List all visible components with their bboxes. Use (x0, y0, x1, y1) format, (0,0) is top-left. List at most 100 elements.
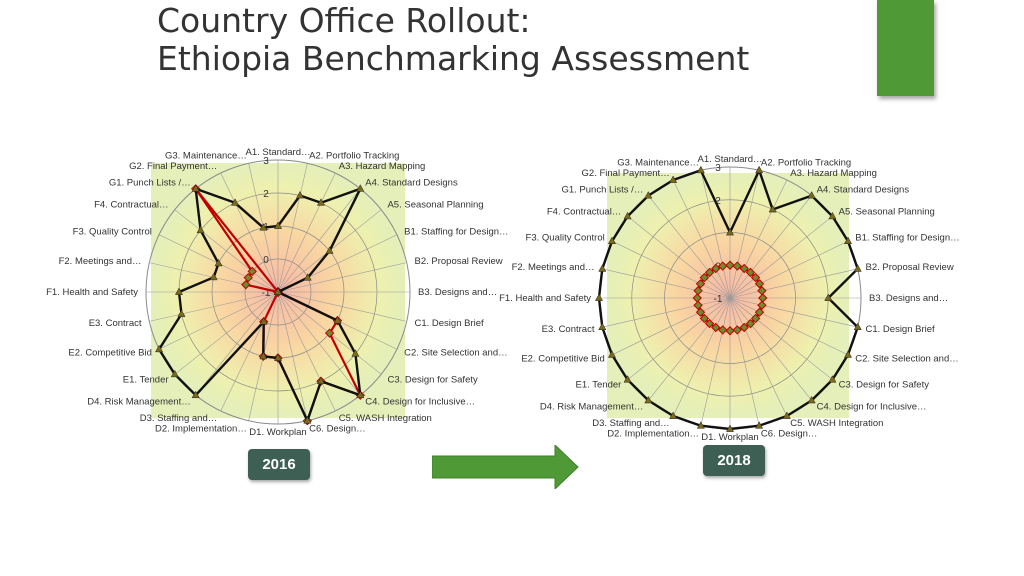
series-main-point (725, 424, 735, 432)
series-baseline-point (725, 260, 735, 270)
category-label: C2. Site Selection and… (855, 353, 959, 364)
series-main-point (170, 369, 179, 378)
series-main-point (828, 375, 837, 383)
grid-spoke (195, 291, 279, 396)
series-baseline-point (324, 328, 335, 338)
category-label: F4. Contractual… (547, 206, 621, 217)
grid-spoke (729, 297, 833, 380)
series-main-point (607, 236, 616, 245)
series-main-point (191, 390, 200, 399)
grid-spoke (729, 195, 812, 299)
category-label: A5. Seasonal Planning (387, 200, 483, 211)
year-badge-2018: 2018 (703, 445, 765, 476)
category-label: F4. Contractual… (94, 200, 168, 211)
tick-label: 0 (263, 255, 269, 266)
category-label: C5. WASH Integration (339, 413, 432, 424)
grid-spoke (672, 179, 731, 299)
series-main-point (725, 227, 735, 236)
series-baseline-point (711, 322, 721, 333)
series-main-point (669, 411, 678, 419)
series-main-point (155, 344, 164, 353)
series-main-point (259, 351, 268, 360)
series-main-point (696, 165, 705, 174)
category-label: E2. Competitive Bid (68, 348, 151, 359)
grid-spoke (627, 297, 731, 380)
category-label: B2. Proposal Review (414, 256, 502, 267)
series-main-point (303, 273, 312, 281)
category-label: F2. Meetings and… (59, 256, 142, 267)
grid-spoke (277, 291, 361, 396)
category-label: A2. Portfolio Tracking (761, 157, 851, 168)
series-main-point (333, 316, 342, 324)
grid-spoke (729, 297, 849, 356)
tick-label: 2 (715, 196, 721, 207)
category-label: E3. Contract (542, 324, 595, 335)
series-main-point (853, 322, 862, 331)
series-main-point (669, 175, 678, 183)
grid-spoke (158, 291, 279, 350)
category-label: E1. Tender (576, 380, 622, 391)
series-baseline-point (243, 272, 253, 283)
series-baseline-point (745, 267, 756, 278)
series-main-point (316, 376, 325, 385)
series-baseline-point (711, 263, 721, 274)
category-label: B1. Staffing for Design… (855, 233, 959, 244)
grid-spoke (700, 170, 731, 299)
series-main-point (209, 272, 218, 281)
series-main-point (316, 198, 325, 206)
series-main-point (598, 264, 607, 272)
category-label: A1. Standard… (698, 154, 763, 165)
tick-label: -1 (714, 294, 723, 305)
series-main-point (782, 411, 791, 419)
series-main-point (644, 191, 653, 199)
series-main-point (853, 264, 862, 272)
grid-spoke (149, 291, 279, 322)
grid-spoke (729, 179, 788, 299)
grid-spoke (174, 291, 279, 375)
category-label: A2. Portfolio Tracking (309, 151, 399, 162)
category-label: B3. Designs and… (418, 287, 497, 298)
category-label: C1. Design Brief (866, 324, 936, 335)
series-baseline-point (732, 261, 742, 271)
category-label: D3. Staffing and… (592, 418, 669, 429)
grid-spoke (648, 297, 731, 401)
category-label: F2. Meetings and… (512, 262, 595, 273)
grid-spoke (627, 216, 731, 299)
grid-spoke (672, 297, 731, 417)
category-label: B2. Proposal Review (866, 262, 954, 273)
tick-label: 3 (715, 163, 721, 174)
series-main-point (807, 191, 816, 199)
grid-spoke (277, 291, 336, 412)
series-baseline-point (247, 266, 257, 277)
series-baseline-point (754, 279, 765, 289)
series-baseline-point (739, 322, 749, 333)
series-main-point (273, 221, 283, 229)
grid-spoke (277, 163, 308, 293)
title-line-2: Ethiopia Benchmarking Assessment (157, 39, 750, 78)
series-baseline-point (732, 325, 742, 335)
series-baseline-point (718, 325, 728, 335)
grid-spoke (729, 240, 849, 299)
category-label: D4. Risk Management… (540, 402, 643, 413)
year-badge-2016: 2016 (248, 449, 310, 480)
series-main-point (351, 349, 360, 357)
series-main-point (356, 390, 365, 399)
category-label: G1. Punch Lists /… (561, 184, 643, 195)
series-main-point (259, 223, 268, 231)
grid-spoke (611, 297, 731, 356)
series-baseline-point (750, 272, 761, 283)
grid-spoke (729, 297, 812, 401)
category-label: F3. Quality Control (73, 226, 152, 237)
series-main-point (844, 236, 853, 245)
series-main-point (273, 287, 283, 295)
tick-label: 2 (263, 189, 269, 200)
grid-spoke (277, 172, 336, 293)
series-main-point (273, 353, 283, 361)
series-main-point (231, 198, 240, 206)
grid-spoke (277, 291, 308, 421)
category-label: A1. Standard… (246, 147, 311, 158)
series-main-point (644, 395, 653, 404)
category-label: E3. Contract (89, 318, 142, 329)
